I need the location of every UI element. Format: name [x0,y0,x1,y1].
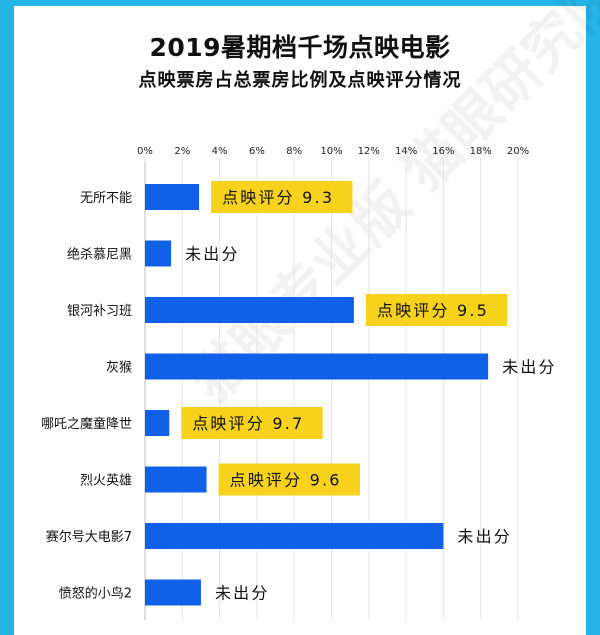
x-tick-label: 10% [320,146,342,157]
bar-annotation: 点映评分 9.6 [230,471,342,490]
x-tick-label: 12% [358,146,380,157]
x-tick-label: 4% [212,146,228,157]
x-tick-label: 2% [174,146,190,157]
x-tick-label: 6% [249,146,265,157]
score-highlight [211,181,353,213]
x-tick-label: 0% [137,146,153,157]
chart-title: 2019暑期档千场点映电影 [149,33,451,62]
category-label: 烈火英雄 [80,474,132,489]
bar-annotation: 未出分 [502,358,557,377]
bar-annotation: 点映评分 9.3 [222,188,334,207]
data-bar [145,240,172,267]
data-bar [145,353,489,380]
score-highlight [365,294,508,326]
x-tick-label: 8% [286,146,302,157]
data-bar [145,297,354,323]
score-highlight [181,407,323,439]
data-bar [145,184,200,210]
data-bar [145,410,170,436]
category-label: 银河补习班 [67,304,132,319]
category-label: 愤怒的小鸟2 [59,586,132,602]
bar-annotation: 点映评分 9.7 [192,414,304,433]
data-bar [145,579,201,606]
category-label: 赛尔号大电影7 [46,529,132,545]
bar-annotation: 未出分 [185,245,240,264]
score-highlight [218,463,360,496]
bar-annotation: 未出分 [457,527,512,546]
x-tick-label: 14% [395,146,417,157]
category-label: 灰猴 [106,361,132,376]
data-bar [145,523,444,549]
chart-subtitle: 点映票房占总票房比例及点映评分情况 [138,70,462,91]
x-tick-label: 20% [507,146,529,157]
x-tick-label: 16% [432,146,454,157]
bar-annotation: 未出分 [215,584,270,603]
x-tick-label: 18% [470,146,492,157]
category-label: 无所不能 [80,191,132,206]
category-label: 绝杀慕尼黑 [67,247,132,263]
bar-annotation: 点映评分 9.5 [377,301,489,320]
category-label: 哪吒之魔童降世 [41,416,132,432]
data-bar [145,466,207,493]
